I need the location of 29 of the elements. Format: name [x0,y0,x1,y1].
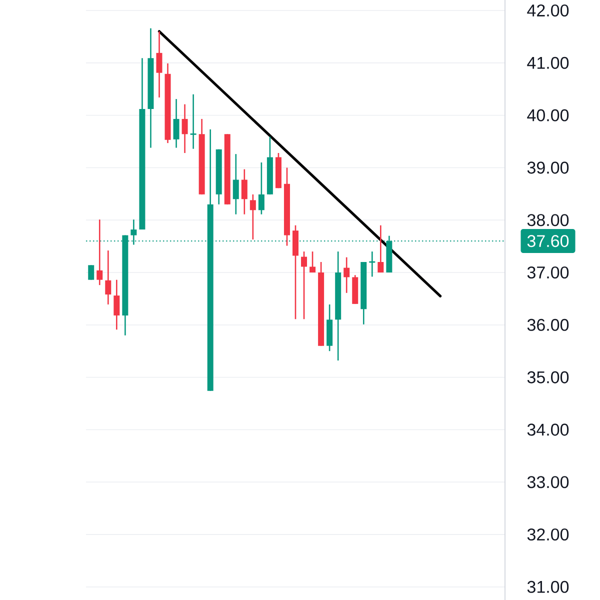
candlestick [310,250,316,274]
candlestick [241,168,248,215]
candlestick [190,94,196,150]
candlestick [182,104,188,154]
y-tick-label: 32.00 [527,528,569,541]
candlestick [173,98,180,148]
candlestick [378,224,384,274]
ref-line-label: 37.60 [527,235,569,248]
y-tick-label: 36.00 [527,318,569,331]
candlestick [258,162,264,215]
y-tick-label: 41.00 [527,56,569,69]
y-tick-label: 39.00 [527,162,569,174]
y-tick-label: 34.00 [527,424,569,436]
candlestick [232,153,239,215]
candlestick [105,250,112,306]
candlestick [156,30,162,98]
y-tick-label: 42.00 [527,4,569,16]
candlestick [250,194,256,240]
candlestick [114,279,120,330]
candlestick [301,250,308,320]
candlestick [96,218,103,286]
y-tick-label: 37.00 [527,266,569,279]
y-tick-label: 33.00 [527,476,569,488]
y-tick-label: 38.00 [527,214,569,226]
y-tick-label: 40.00 [527,109,569,122]
y-tick-label: 35.00 [527,371,569,384]
y-tick-label: 31.00 [527,580,569,593]
candlestick [88,264,94,280]
candlestick [344,256,350,294]
